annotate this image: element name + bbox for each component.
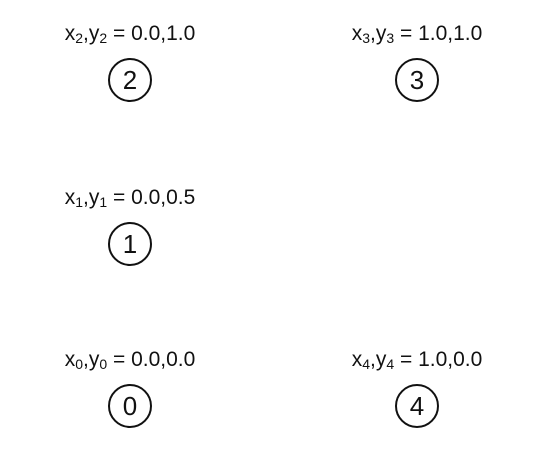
node-1-circle: 1: [108, 222, 152, 266]
node-1-y-var: y: [88, 186, 100, 209]
node-2-x-var: x: [64, 22, 76, 45]
node-4-y-var: y: [375, 348, 387, 371]
node-3-y-var: y: [375, 22, 387, 45]
node-0-y-var: y: [88, 348, 100, 371]
node-2-x-subscript: 2: [75, 30, 83, 46]
node-3-y-subscript: 3: [386, 30, 395, 46]
node-2-y-subscript: 2: [99, 30, 108, 46]
node-3-values: = 1.0,1.0: [399, 22, 483, 45]
node-1-y-subscript: 1: [99, 194, 108, 210]
node-3-x-subscript: 3: [362, 30, 370, 46]
node-0-id: 0: [122, 391, 138, 421]
node-0-y-subscript: 0: [99, 356, 108, 372]
node-4-y-subscript: 4: [386, 356, 395, 372]
node-2-values: = 0.0,1.0: [112, 22, 196, 45]
node-1-values: = 0.0,0.5: [112, 186, 196, 209]
node-0-x-subscript: 0: [75, 356, 83, 372]
node-0-circle: 0: [108, 384, 152, 428]
node-3-circle: 3: [395, 58, 439, 102]
node-2-coordinate-label: x2,y2 = 0.0,1.0: [64, 22, 196, 46]
node-4-circle: 4: [395, 384, 439, 428]
node-0-values: = 0.0,0.0: [112, 348, 196, 371]
node-4-values: = 1.0,0.0: [399, 348, 483, 371]
node-1-x-subscript: 1: [75, 194, 83, 210]
node-3-coordinate-label: x3,y3 = 1.0,1.0: [351, 22, 483, 46]
node-0-x-var: x: [64, 348, 76, 371]
node-2-circle: 2: [108, 58, 152, 102]
node-4-id: 4: [409, 391, 425, 421]
node-4-coordinate-label: x4,y4 = 1.0,0.0: [351, 348, 483, 372]
node-1-coordinate-label: x1,y1 = 0.0,0.5: [64, 186, 196, 210]
node-4-x-var: x: [351, 348, 363, 371]
node-3-x-var: x: [351, 22, 363, 45]
node-2-y-var: y: [88, 22, 100, 45]
node-1-x-var: x: [64, 186, 76, 209]
node-0-coordinate-label: x0,y0 = 0.0,0.0: [64, 348, 196, 372]
node-3-id: 3: [409, 65, 425, 95]
node-1-id: 1: [122, 229, 138, 259]
node-4-x-subscript: 4: [362, 356, 370, 372]
node-2-id: 2: [122, 65, 138, 95]
